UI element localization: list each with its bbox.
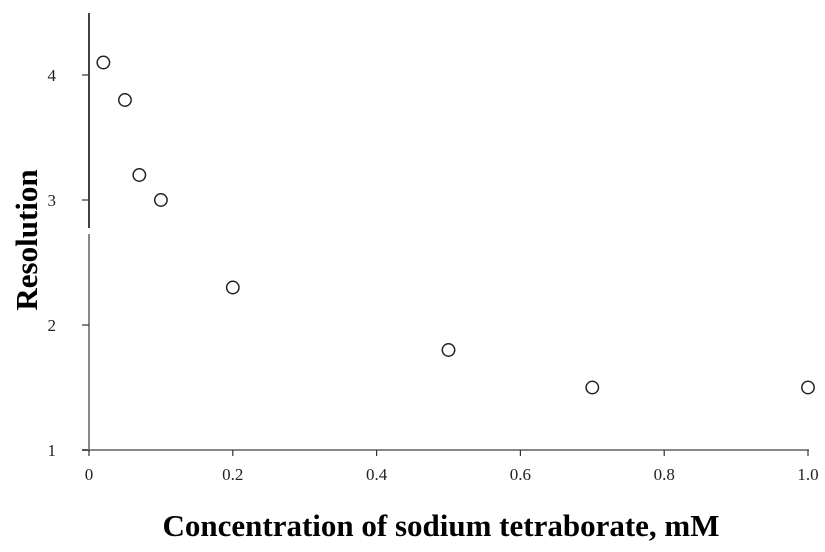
x-axis-title: Concentration of sodium tetraborate, mM bbox=[162, 508, 719, 543]
axes bbox=[82, 13, 809, 452]
data-point-marker bbox=[225, 280, 240, 295]
x-tick-label: 0.8 bbox=[654, 465, 675, 484]
x-tick-label: 0.2 bbox=[222, 465, 243, 484]
x-ticks: 0 0.2 0.4 0.6 0.8 1.0 bbox=[85, 450, 819, 484]
data-point-marker bbox=[441, 343, 456, 357]
x-tick-label: 0 bbox=[85, 465, 94, 484]
y-tick-label: 2 bbox=[48, 316, 57, 335]
y-ticks: 1 2 3 4 bbox=[48, 66, 89, 460]
data-point-marker bbox=[96, 55, 111, 70]
data-point-marker bbox=[118, 93, 132, 107]
y-tick-label: 4 bbox=[48, 66, 57, 85]
y-axis-title: Resolution bbox=[9, 169, 44, 310]
y-tick-label: 3 bbox=[48, 191, 57, 210]
data-points bbox=[96, 55, 815, 395]
data-point-marker bbox=[801, 380, 815, 395]
x-tick-label: 0.6 bbox=[510, 465, 531, 484]
data-point-marker bbox=[153, 193, 168, 207]
x-tick-label: 1.0 bbox=[797, 465, 818, 484]
data-point-marker bbox=[132, 168, 147, 182]
data-point-marker bbox=[585, 380, 600, 395]
x-tick-label: 0.4 bbox=[366, 465, 388, 484]
y-tick-label: 1 bbox=[48, 441, 57, 460]
